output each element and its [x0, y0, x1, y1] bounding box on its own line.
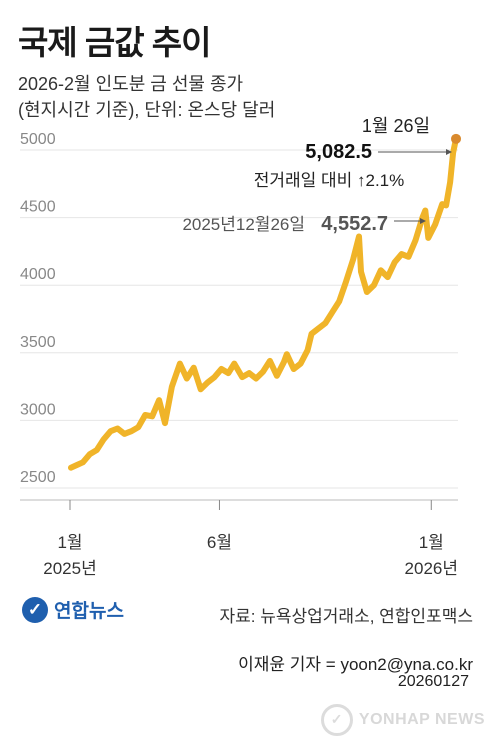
prev-value-label: 4,552.7	[321, 213, 388, 235]
yonhap-logo-text: 연합뉴스	[54, 601, 124, 622]
x-tick-label-1: 6월	[207, 533, 232, 552]
x-tick-sublabel-2: 2026년	[405, 559, 458, 578]
y-tick-label-4500: 4500	[20, 199, 56, 216]
chart-subtitle-line1: 2026-2월 인도분 금 선물 종가	[18, 74, 244, 94]
latest-point-marker	[451, 133, 462, 144]
gold-price-series-line	[68, 135, 459, 471]
prev-date-label: 2025년12월26일	[182, 215, 305, 234]
y-tick-label-3500: 3500	[20, 334, 56, 351]
latest-arrow-head	[446, 149, 452, 155]
x-tick-label-0: 1월	[57, 533, 82, 552]
y-tick-label-3000: 3000	[20, 401, 56, 418]
x-tick-label-2: 1월	[419, 533, 444, 552]
y-tick-label-4000: 4000	[20, 266, 56, 283]
annotation-layer: 1월 26일 5,082.5 전거래일 대비 ↑2.1% 2025년12월26일…	[182, 116, 452, 235]
watermark-text: YONHAP NEWS	[358, 711, 485, 728]
y-tick-label-5000: 5000	[20, 131, 56, 148]
yonhap-logo: ✓ 연합뉴스	[22, 596, 124, 623]
prev-arrow-head	[420, 218, 426, 224]
publish-date: 20260127	[397, 673, 469, 690]
gold-price-line-chart: 2500 3000 3500 4000 4500 5000 1월 2025년 6월 1월 2026년…	[20, 116, 462, 578]
watermark-icon: ✓	[320, 704, 353, 736]
yonhap-watermark: ✓ YONHAP NEWS	[320, 704, 485, 736]
chart-subtitle-line2: (현지시간 기준), 단위: 온스당 달러	[18, 100, 276, 120]
source-note: 자료: 뉴욕상업거래소, 연합인포맥스	[219, 607, 474, 626]
latest-date-label: 1월 26일	[362, 116, 430, 136]
latest-change-label: 전거래일 대비 ↑2.1%	[254, 171, 405, 190]
grid-layer	[20, 149, 458, 489]
yonhap-logo-icon: ✓	[22, 596, 48, 623]
reporter-credit: 이재윤 기자 = yoon2@yna.co.kr	[238, 655, 473, 674]
axis-layer: 2500 3000 3500 4000 4500 5000 1월 2025년 6월 1월 2026년	[20, 131, 458, 578]
latest-value-label: 5,082.5	[305, 141, 372, 163]
chart-title: 국제 금값 추이	[18, 24, 211, 61]
line-layer	[68, 133, 462, 471]
x-tick-sublabel-0: 2025년	[43, 559, 96, 578]
y-tick-label-2500: 2500	[20, 469, 56, 486]
